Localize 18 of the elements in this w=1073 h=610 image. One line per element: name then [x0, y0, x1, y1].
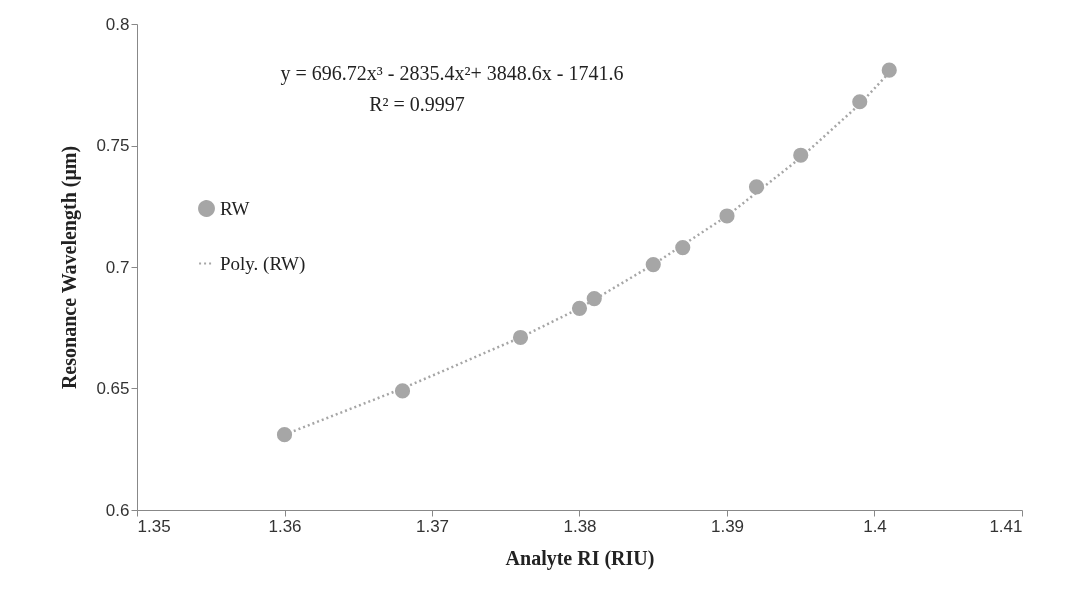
x-axis-title: Analyte RI (RIU) — [505, 546, 655, 570]
y-tick-label: 0.75 — [96, 136, 130, 155]
y-tick-label: 0.65 — [96, 379, 130, 398]
y-tick-label: 0.6 — [105, 500, 130, 520]
y-tick-label: 0.7 — [105, 257, 130, 277]
x-tick-label: 1.4 — [863, 516, 887, 536]
x-tick-label: 1.41 — [989, 516, 1023, 536]
annotation: y = 696.72x³ - 2835.4x²+ 3848.6x - 1741.6 — [280, 62, 624, 85]
x-tick-label: 1.38 — [563, 516, 597, 536]
x-tick-label: 1.37 — [415, 516, 450, 536]
y-tick-label: 0.8 — [105, 14, 130, 34]
legend-label: RW — [220, 197, 250, 219]
x-tick-label: 1.39 — [710, 516, 745, 536]
x-tick-label: 1.35 — [137, 516, 171, 536]
legend-label: Poly. (RW) — [220, 252, 306, 275]
annotation: R² = 0.9997 — [369, 93, 465, 115]
y-axis-title: Resonance Wavelength (μm) — [58, 145, 82, 390]
x-tick-label: 1.36 — [268, 516, 302, 536]
